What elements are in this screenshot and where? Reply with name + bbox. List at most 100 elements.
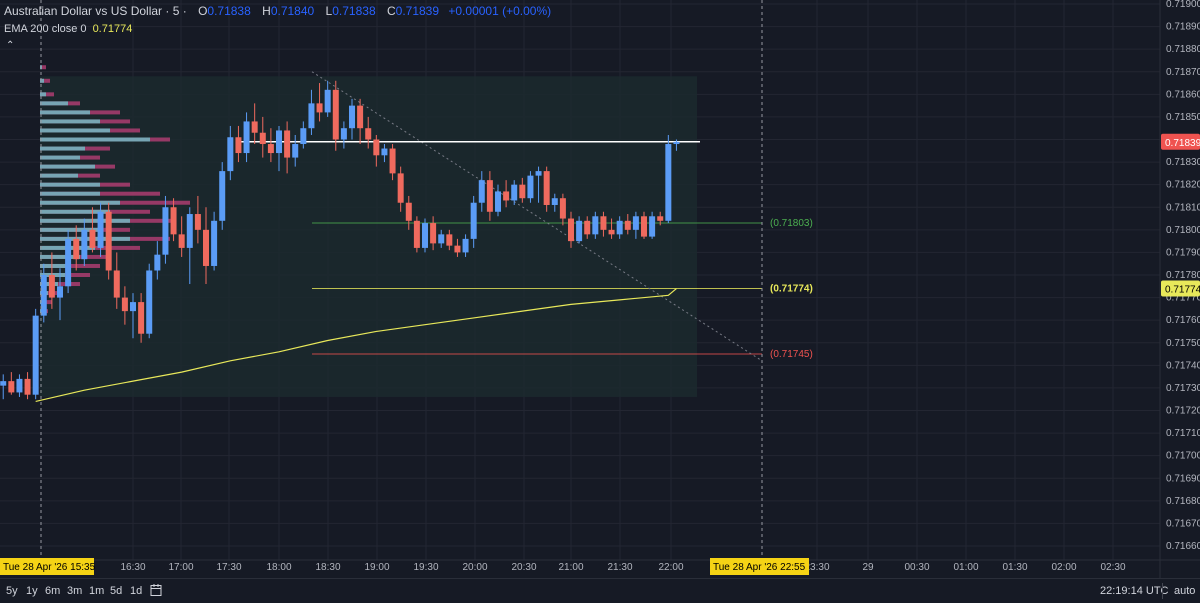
time-axis-label: 00:30 bbox=[904, 562, 929, 573]
volume-profile-bar bbox=[40, 182, 100, 187]
indicator-value: 0.71774 bbox=[92, 23, 133, 35]
low-value: 0.71838 bbox=[332, 4, 376, 18]
timeframe-1d[interactable]: 1d bbox=[130, 585, 143, 597]
timeframe-5y[interactable]: 5y bbox=[6, 585, 18, 597]
candle-body bbox=[227, 137, 234, 172]
volume-profile-bar bbox=[40, 65, 46, 70]
indicator-legend[interactable]: EMA 200 close 0 0.71774 bbox=[4, 23, 132, 35]
time-axis-label: 01:30 bbox=[1002, 562, 1027, 573]
candle-body bbox=[154, 254, 161, 271]
candle-body bbox=[0, 381, 7, 386]
timeframe-1m[interactable]: 1m bbox=[89, 585, 105, 597]
time-axis-label: 01:00 bbox=[953, 562, 978, 573]
high-label: H bbox=[262, 4, 271, 18]
candle-body bbox=[24, 378, 31, 395]
price-axis-label: 0.71890 bbox=[1166, 22, 1200, 33]
candle-body bbox=[535, 171, 542, 176]
volume-profile-bar bbox=[40, 78, 50, 83]
timeframe-1y[interactable]: 1y bbox=[26, 585, 38, 597]
candle-body bbox=[65, 238, 72, 287]
trend-line bbox=[311, 71, 763, 362]
high-value: 0.71840 bbox=[270, 4, 315, 18]
candle-body bbox=[57, 286, 63, 298]
price-axis-label: 0.71670 bbox=[1166, 518, 1200, 529]
price-badge-label: 0.71839 bbox=[1165, 138, 1200, 149]
open-value: 0.71838 bbox=[207, 4, 251, 18]
candle-body bbox=[632, 216, 639, 230]
price-axis-label: 0.71790 bbox=[1166, 247, 1200, 258]
candle-body bbox=[357, 105, 364, 129]
volume-profile-bar bbox=[40, 78, 44, 83]
volume-profile-bar bbox=[40, 110, 90, 115]
candle-body bbox=[486, 180, 493, 212]
chevron-up-icon[interactable]: ⌃ bbox=[6, 40, 15, 51]
candle-body bbox=[194, 214, 201, 230]
auto-scale-button[interactable]: auto bbox=[1174, 585, 1196, 597]
price-axis-label: 0.71680 bbox=[1166, 496, 1200, 507]
time-axis-label: 19:30 bbox=[413, 562, 438, 573]
volume-profile-bar bbox=[40, 191, 100, 196]
symbol-title[interactable]: Australian Dollar vs US Dollar · 5 · bbox=[4, 4, 187, 18]
time-axis-label: 02:00 bbox=[1051, 562, 1076, 573]
volume-profile-bar bbox=[40, 227, 100, 232]
bottom-toolbar: 5y 1y 6m 3m 1m 5d 1d 22:19:14 UTC auto bbox=[0, 578, 1200, 603]
candle-body bbox=[568, 218, 574, 242]
candle-body bbox=[446, 234, 453, 246]
candle-body bbox=[40, 275, 47, 316]
candle-body bbox=[478, 180, 485, 203]
price-axis-label: 0.71710 bbox=[1166, 428, 1200, 439]
time-axis-label: 21:30 bbox=[607, 562, 632, 573]
volume-profile-bar bbox=[40, 218, 130, 223]
timeframe-3m[interactable]: 3m bbox=[67, 585, 83, 597]
price-axis-label: 0.71660 bbox=[1166, 541, 1200, 552]
candle-body bbox=[624, 220, 631, 230]
divider bbox=[1162, 583, 1163, 599]
timeframe-5d[interactable]: 5d bbox=[110, 585, 123, 597]
timeframe-6m[interactable]: 6m bbox=[45, 585, 61, 597]
price-axis-label: 0.71850 bbox=[1166, 112, 1200, 123]
calendar-icon[interactable] bbox=[150, 583, 162, 597]
candle-body bbox=[373, 139, 380, 156]
time-axis-label: 18:30 bbox=[315, 562, 340, 573]
candle-body bbox=[235, 137, 242, 154]
candle-body bbox=[243, 121, 250, 154]
price-axis-label: 0.71740 bbox=[1166, 360, 1200, 371]
time-axis-label: 18:00 bbox=[266, 562, 291, 573]
level-label: (0.71745) bbox=[770, 349, 813, 360]
price-chart[interactable]: (0.71803) (0.71774) (0.71745) 0.71660 0.7167… bbox=[0, 0, 1200, 578]
candle-body bbox=[89, 229, 96, 248]
price-axis-label: 0.71690 bbox=[1166, 473, 1200, 484]
candle-body bbox=[178, 234, 185, 248]
price-badge-label: 0.71774 bbox=[1165, 285, 1200, 296]
time-axis-label: 19:00 bbox=[364, 562, 389, 573]
candle-body bbox=[113, 270, 120, 298]
candle-body bbox=[503, 191, 510, 201]
price-axis-label: 0.71730 bbox=[1166, 383, 1200, 394]
candle-body bbox=[422, 223, 428, 248]
price-axis-label: 0.71810 bbox=[1166, 202, 1200, 213]
candle-body bbox=[438, 234, 445, 244]
volume-profile-bar bbox=[40, 92, 46, 97]
candle-body bbox=[430, 223, 437, 244]
volume-profile-bar bbox=[40, 209, 110, 214]
utc-clock[interactable]: 22:19:14 UTC bbox=[1100, 585, 1169, 597]
volume-profile-bar bbox=[40, 128, 110, 133]
candle-body bbox=[511, 184, 518, 201]
candle-body bbox=[616, 220, 623, 235]
price-badge bbox=[1161, 133, 1200, 150]
candle-body bbox=[186, 214, 193, 248]
time-axis-label: 17:00 bbox=[168, 562, 193, 573]
time-axis-label: 23:30 bbox=[804, 562, 829, 573]
close-label: C bbox=[386, 4, 396, 18]
candle-body bbox=[608, 229, 615, 235]
candle-body bbox=[300, 128, 307, 145]
volume-profile-bar bbox=[40, 164, 95, 169]
candle-body bbox=[276, 130, 282, 154]
volume-profile-bar bbox=[40, 263, 70, 268]
candle-body bbox=[332, 89, 339, 140]
candle-body bbox=[665, 144, 672, 221]
time-axis-label: 29 bbox=[862, 562, 874, 573]
candle-body bbox=[284, 130, 291, 158]
candle-body bbox=[641, 216, 647, 237]
candle-body bbox=[146, 270, 153, 334]
